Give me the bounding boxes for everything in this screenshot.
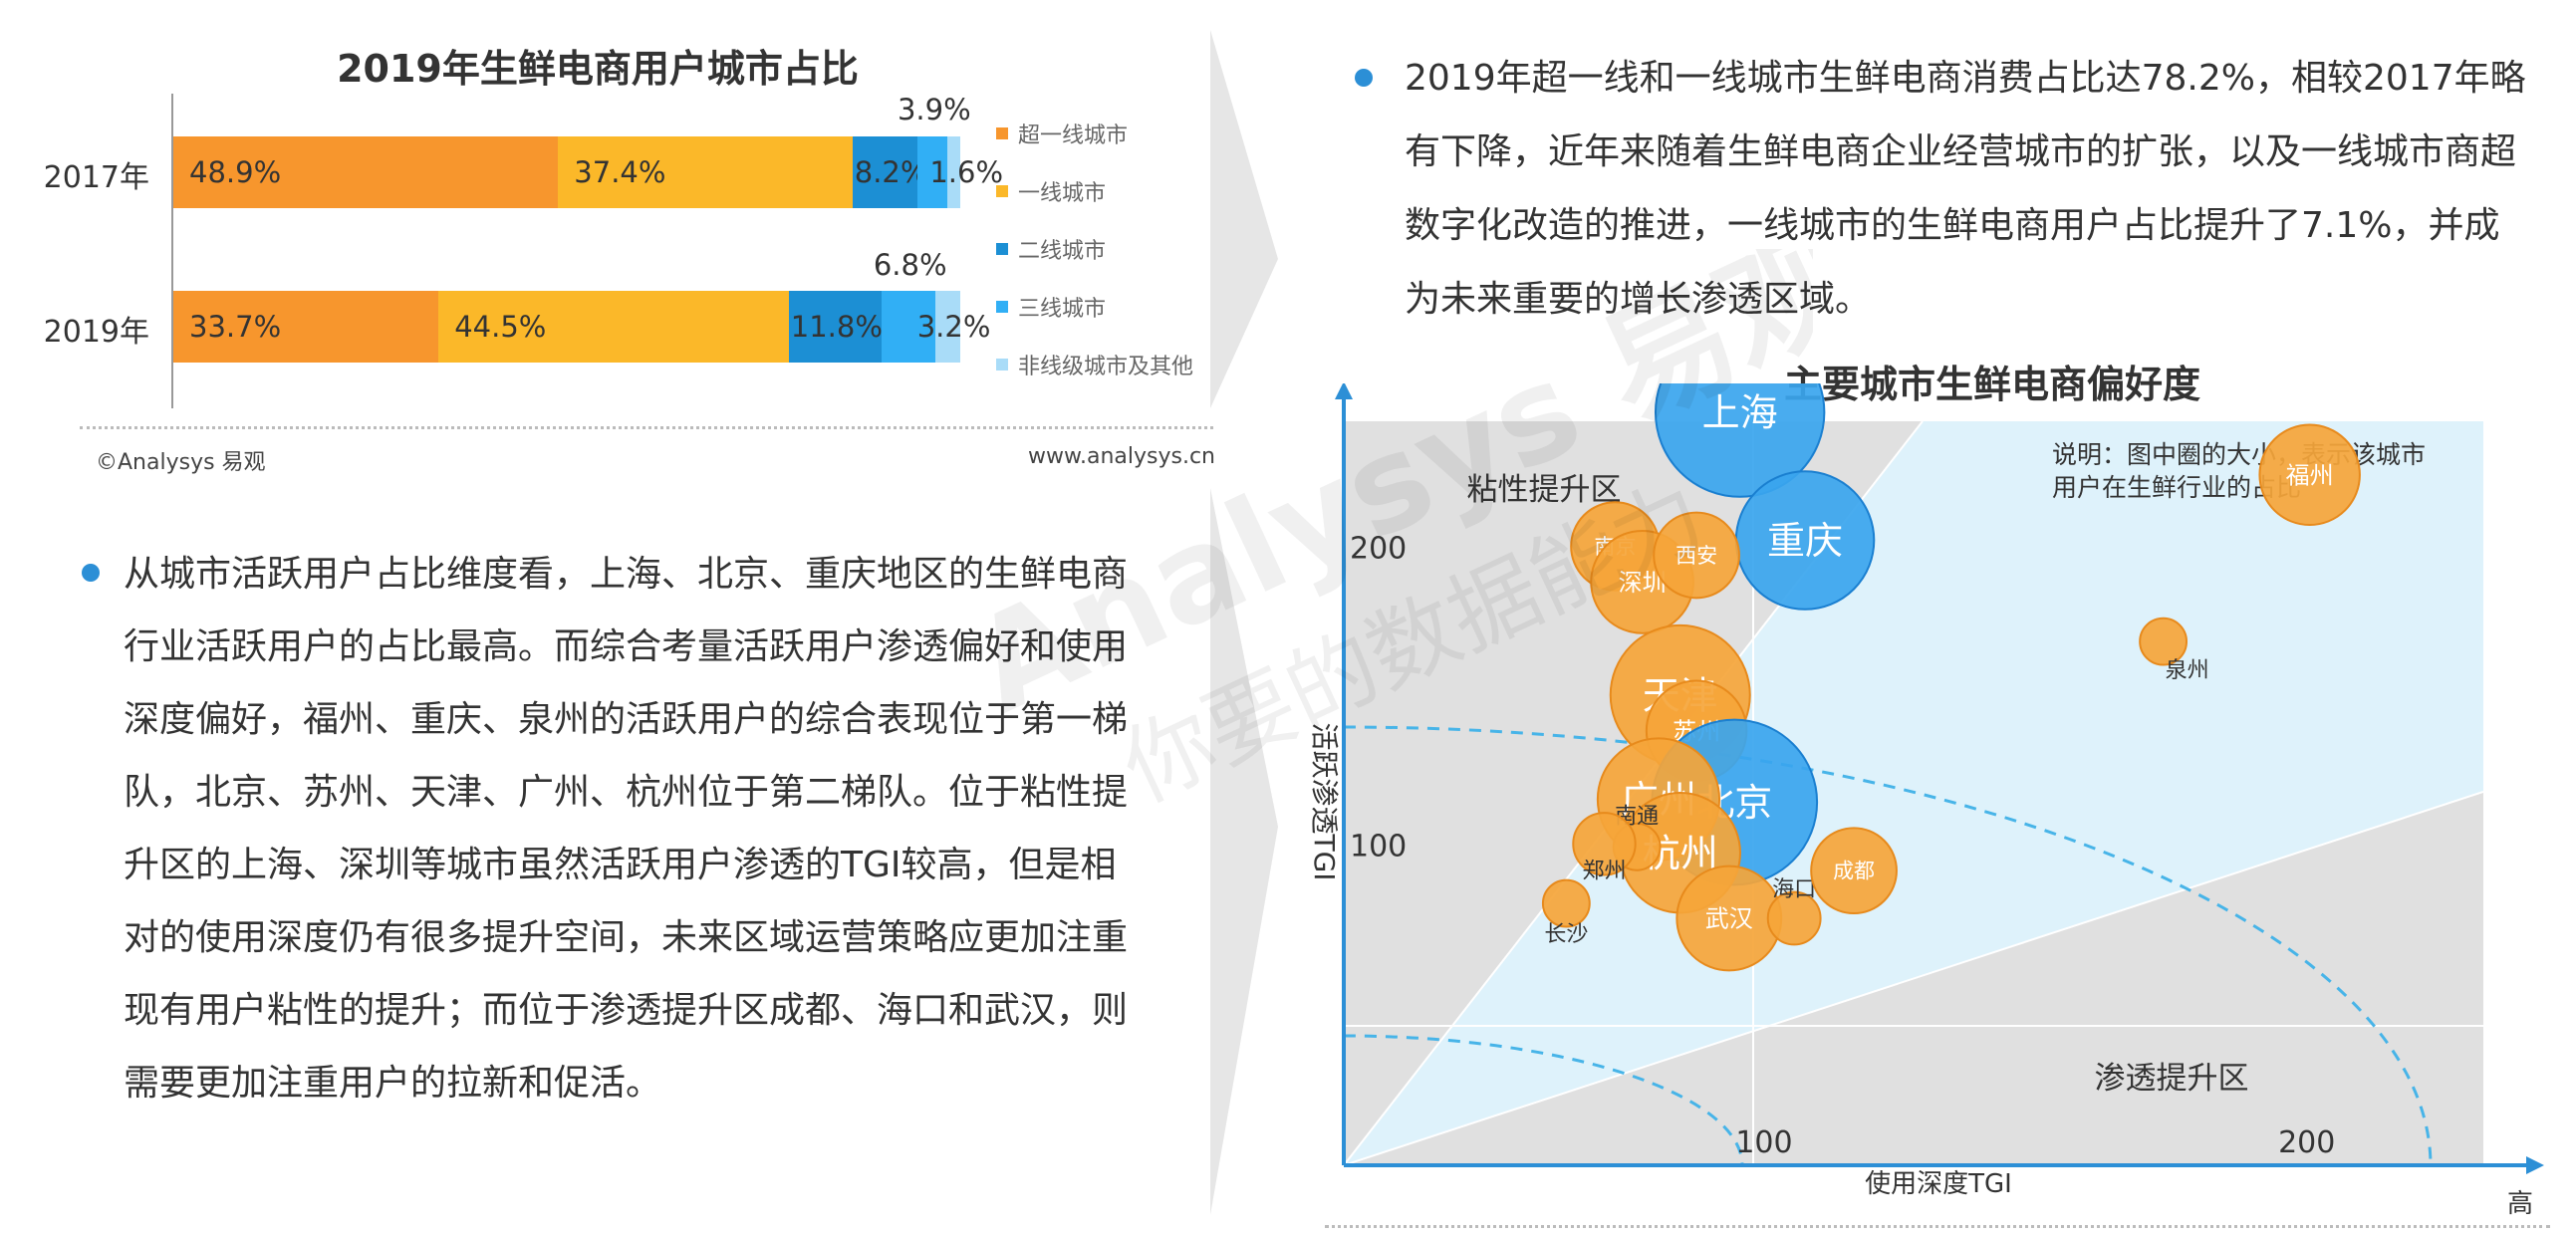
bubble-上海 — [1655, 383, 1826, 498]
legend-item: 超一线城市 — [996, 118, 1128, 149]
bullet-dot — [1355, 69, 1373, 87]
bubble-label: 上海 — [1702, 391, 1778, 435]
bubble-成都 — [1810, 827, 1898, 915]
chart-note-line1: 说明：图中圈的大小，表示该城市 — [2052, 440, 2426, 469]
x-tick-label: 100 — [1735, 1125, 1792, 1160]
legend-item: 二线城市 — [996, 233, 1106, 265]
bar-value-label: 1.6% — [929, 155, 1004, 189]
region-label-stickiness: 粘性提升区 — [1467, 472, 1622, 508]
y-axis-label: 活跃渗透TGI — [1308, 722, 1341, 880]
bar-value-label: 33.7% — [189, 310, 282, 344]
legend-item: 三线城市 — [996, 291, 1106, 323]
bubble-chart: 100 200 100 200 活跃渗透TGI 使用深度TGI 高 粘性提升区 渗透提… — [1308, 383, 2544, 1219]
bar-category-label: 2017年 — [43, 160, 149, 195]
y-tick-label: 200 — [1350, 531, 1407, 566]
bar-value-label: 37.4% — [574, 155, 666, 189]
axis-ticks: 100 200 100 200 — [1350, 531, 2335, 1160]
bubbles: 上海福州重庆南京深圳西安天津苏州泉州北京广州杭州南通郑州长沙武汉海口成都 — [1541, 383, 2361, 972]
bubble-label: 成都 — [1833, 860, 1875, 883]
y-tick-label: 100 — [1350, 829, 1407, 864]
x-axis-end-label: 高 — [2507, 1189, 2533, 1219]
legend-label: 一线城市 — [1018, 181, 1107, 206]
bar-category-label: 2019年 — [43, 315, 149, 350]
website-text: www.analysys.cn — [1028, 444, 1215, 469]
copyright-text: ©Analysys 易观 — [96, 450, 266, 475]
bar-segment — [173, 291, 439, 363]
legend-label: 二线城市 — [1018, 239, 1107, 264]
bubble-chart-separator — [1325, 1225, 2550, 1228]
axes — [1335, 383, 2544, 1174]
bubble-label: 福州 — [2286, 461, 2334, 489]
bubble-label: 武汉 — [1705, 905, 1753, 933]
legend-swatch — [996, 243, 1008, 255]
bubble-泉州 — [2139, 617, 2189, 666]
bubble-label: 泉州 — [2166, 658, 2209, 683]
bar-chart-axis — [171, 94, 173, 408]
bubble-chart-title: 主要城市生鲜电商偏好度 — [1783, 363, 2200, 406]
right-paragraph: 2019年超一线和一线城市生鲜电商消费占比达78.2%，相较2017年略有下降，… — [1405, 58, 2526, 320]
bar-segment — [438, 291, 789, 363]
legend-swatch — [996, 185, 1008, 197]
bar-segment — [558, 136, 853, 208]
legend-swatch — [996, 127, 1008, 139]
bar-value-label: 48.9% — [189, 155, 282, 189]
bar-value-label: 8.2% — [854, 155, 928, 189]
region-label-penetration: 渗透提升区 — [2095, 1061, 2249, 1097]
bubble-label: 海口 — [1772, 877, 1816, 902]
bubble-label: 长沙 — [1544, 922, 1588, 947]
bar-chart: 2017年 48.9% 37.4% 8.2% 3.9% 1.6% 2019年 33.7% 44.… — [0, 0, 1225, 418]
bar-segment — [788, 291, 882, 363]
legend-item: 非线级城市及其他 — [996, 349, 1193, 380]
bubble-label: 郑州 — [1582, 859, 1626, 883]
bubble-郑州 — [1572, 812, 1637, 876]
legend-item: 一线城市 — [996, 175, 1106, 207]
region-backgrounds — [1344, 421, 2483, 1165]
legend-swatch — [996, 301, 1008, 313]
bar-segment — [947, 136, 960, 208]
bubble-label: 重庆 — [1767, 519, 1843, 563]
bar-value-label: 6.8% — [873, 248, 947, 282]
legend-swatch — [996, 359, 1008, 371]
bar-chart-title: 2019年生鲜电商用户城市占比 — [337, 47, 859, 91]
bar-segment — [934, 291, 960, 363]
left-paragraph: 从城市活跃用户占比维度看，上海、北京、重庆地区的生鲜电商行业活跃用户的占比最高。… — [124, 554, 1129, 1104]
bubble-长沙 — [1541, 878, 1591, 928]
legend-label: 超一线城市 — [1018, 124, 1129, 148]
bubble-福州 — [2258, 423, 2361, 527]
bubble-西安 — [1653, 511, 1740, 600]
bubble-label: 西安 — [1675, 544, 1717, 568]
x-tick-label: 200 — [2278, 1125, 2335, 1160]
bar-value-label: 3.2% — [916, 310, 991, 344]
bar-value-label: 3.9% — [897, 93, 971, 126]
bar-segment — [882, 291, 935, 363]
legend-label: 非线级城市及其他 — [1018, 355, 1194, 379]
chevron-divider — [1210, 30, 1278, 1215]
bubble-海口 — [1766, 890, 1822, 946]
bar-value-label: 44.5% — [454, 310, 547, 344]
bar-value-label: 11.8% — [790, 310, 883, 344]
legend-label: 三线城市 — [1018, 297, 1107, 322]
bullet-dot — [82, 564, 100, 582]
x-axis-label: 使用深度TGI — [1865, 1169, 2012, 1199]
bar-segment — [173, 136, 559, 208]
bar-segment — [916, 136, 948, 208]
bar-segment — [852, 136, 917, 208]
bar-chart-separator — [80, 426, 1213, 429]
